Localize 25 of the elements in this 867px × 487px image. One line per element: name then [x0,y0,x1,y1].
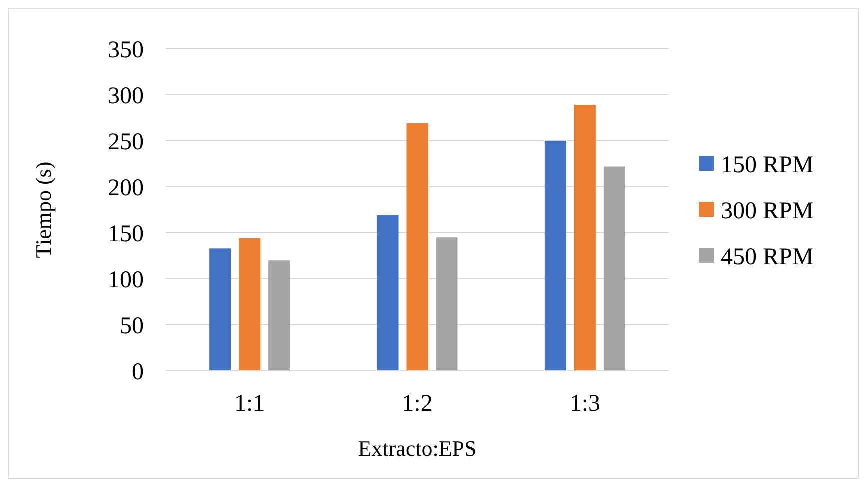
y-tick-label: 100 [108,267,144,294]
bar [268,260,290,371]
bar [544,141,566,371]
y-tick-label: 200 [108,175,144,202]
y-tick-label: 300 [108,83,144,110]
bar [406,124,428,371]
x-axis-title: Extracto:EPS [358,436,477,461]
legend-label: 150 RPM [721,152,814,178]
bar [436,238,458,371]
y-tick-label: 50 [120,313,144,340]
y-tick-label: 0 [132,359,144,386]
bar [574,105,596,371]
bar [239,238,261,371]
legend-label: 300 RPM [721,198,814,224]
bar [377,216,399,371]
x-tick-label: 1:1 [234,391,266,417]
legend-label: 450 RPM [721,244,814,270]
bar [210,248,232,371]
bar [604,166,626,371]
y-tick-label: 250 [108,129,144,156]
x-tick-label: 1:3 [570,391,601,417]
y-tick-label: 150 [108,221,144,248]
y-axis-title: Tiempo (s) [31,162,56,258]
x-tick-label: 1:2 [402,391,433,417]
y-tick-label: 350 [108,37,144,64]
